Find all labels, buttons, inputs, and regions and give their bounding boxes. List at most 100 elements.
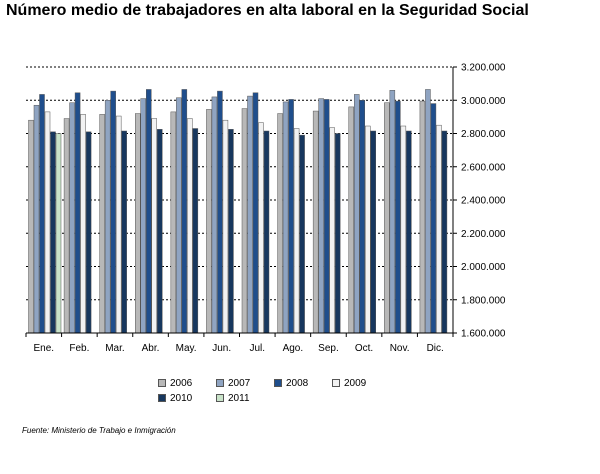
bar-2010-7 — [299, 134, 305, 334]
bar-2009-3 — [151, 118, 157, 334]
bar-2008-9 — [359, 100, 365, 334]
bar-2010-1 — [85, 131, 92, 334]
legend-swatch — [158, 379, 166, 388]
bar-2008-1 — [74, 92, 81, 334]
bar-2009-2 — [115, 115, 122, 334]
x-tick-labels: Ene. Feb. Mar. Abr. May. Jun. Jul. Ago. Sep. Oct.… — [34, 343, 444, 354]
bar-2007-1 — [69, 102, 75, 334]
bar-2010-6 — [263, 130, 270, 334]
legend-item-2009: 2009 — [332, 378, 366, 389]
y-tick-label: 2.200.000 — [461, 229, 506, 240]
bar-2007-3 — [140, 98, 146, 334]
bar-2006-2 — [99, 114, 105, 334]
x-tick-label: May. — [176, 343, 197, 354]
bar-2007-9 — [354, 94, 360, 334]
legend-swatch — [274, 379, 282, 388]
x-tick-label: Feb. — [69, 343, 89, 354]
x-tick-label: Jun. — [212, 343, 231, 354]
legend-label: 2008 — [286, 378, 309, 389]
bar-2010-11 — [441, 130, 448, 334]
x-tick-label: Dic. — [427, 343, 444, 354]
bar-2008-2 — [110, 90, 116, 334]
legend-label: 2011 — [228, 393, 250, 404]
bar-2006-9 — [348, 106, 354, 334]
bar-2010-8 — [334, 133, 341, 334]
bar-2009-8 — [329, 127, 335, 334]
axes — [25, 66, 457, 337]
bar-2006-4 — [170, 111, 177, 334]
bar-2009-1 — [80, 114, 86, 334]
bar-2010-4 — [192, 128, 199, 334]
bar-2007-0 — [33, 104, 40, 334]
bar-2008-4 — [181, 89, 188, 334]
y-tick-label: 3.200.000 — [461, 63, 506, 74]
bar-2008-8 — [323, 99, 330, 334]
legend-swatch — [332, 379, 340, 388]
bar-2006-8 — [312, 110, 319, 334]
x-tick-label: Oct. — [355, 343, 373, 354]
bar-2006-0 — [28, 119, 34, 334]
bar-2008-5 — [217, 90, 223, 334]
y-tick-label: 2.800.000 — [461, 129, 506, 140]
legend-label: 2010 — [170, 393, 193, 404]
legend-label: 2009 — [344, 378, 367, 389]
bar-2009-11 — [436, 124, 442, 334]
bar-2006-6 — [241, 108, 248, 334]
bar-2010-10 — [406, 130, 412, 334]
bar-2007-10 — [389, 90, 396, 334]
bar-2010-5 — [228, 129, 234, 334]
y-tick-labels: 1.600.000 1.800.000 2.000.000 2.200.000 2.40… — [461, 63, 506, 340]
bar-2006-11 — [419, 100, 426, 334]
legend-item-2008: 2008 — [274, 378, 308, 389]
bar-2008-3 — [146, 89, 152, 334]
bar-2008-10 — [395, 100, 401, 334]
bar-2008-7 — [288, 99, 294, 334]
bar-2007-11 — [425, 89, 431, 334]
bar-2009-5 — [222, 119, 229, 334]
x-tick-label: Mar. — [105, 343, 124, 354]
bar-2009-7 — [293, 128, 300, 334]
bar-2011-0 — [55, 133, 62, 334]
bar-2010-2 — [121, 130, 127, 334]
bar-2008-11 — [430, 103, 437, 334]
bar-2010-0 — [50, 131, 56, 334]
bar-2008-0 — [39, 94, 45, 334]
y-tick-label: 3.000.000 — [461, 96, 506, 107]
y-tick-label: 2.600.000 — [461, 162, 506, 173]
bar-2010-9 — [370, 130, 376, 334]
source-note: Fuente: Ministerio de Trabajo e Inmigrac… — [22, 426, 176, 435]
legend-swatch — [216, 379, 224, 388]
legend-item-2011: 2011 — [216, 393, 250, 404]
y-tick-label: 1.600.000 — [461, 329, 506, 340]
bar-2007-8 — [318, 98, 324, 334]
legend-item-2006: 2006 — [158, 378, 192, 389]
bars — [28, 89, 448, 334]
bar-2007-4 — [176, 97, 182, 334]
bar-2009-4 — [187, 118, 193, 334]
y-tick-label: 2.000.000 — [461, 262, 506, 273]
bar-2006-3 — [135, 113, 141, 334]
legend-swatch — [158, 394, 166, 403]
x-tick-label: Sep. — [318, 343, 339, 354]
legend-label: 2006 — [170, 378, 193, 389]
bar-2007-6 — [247, 95, 253, 334]
legend-swatch — [216, 394, 224, 403]
bar-2008-6 — [252, 92, 259, 334]
bar-2006-10 — [384, 102, 390, 334]
legend-item-2007: 2007 — [216, 378, 250, 389]
bar-2009-10 — [400, 125, 407, 334]
x-tick-label: Abr. — [142, 343, 160, 354]
x-tick-label: Ago. — [283, 343, 304, 354]
x-tick-label: Jul. — [250, 343, 266, 354]
gridlines — [26, 66, 453, 301]
legend-item-2010: 2010 — [158, 393, 192, 404]
bar-2007-5 — [211, 96, 218, 334]
bar-2006-1 — [63, 118, 70, 334]
bar-2007-7 — [282, 101, 289, 334]
bar-2009-9 — [365, 125, 371, 334]
bar-2006-7 — [277, 113, 283, 334]
y-tick-label: 1.800.000 — [461, 295, 506, 306]
bar-2009-6 — [258, 122, 264, 334]
bar-2010-3 — [157, 129, 163, 334]
